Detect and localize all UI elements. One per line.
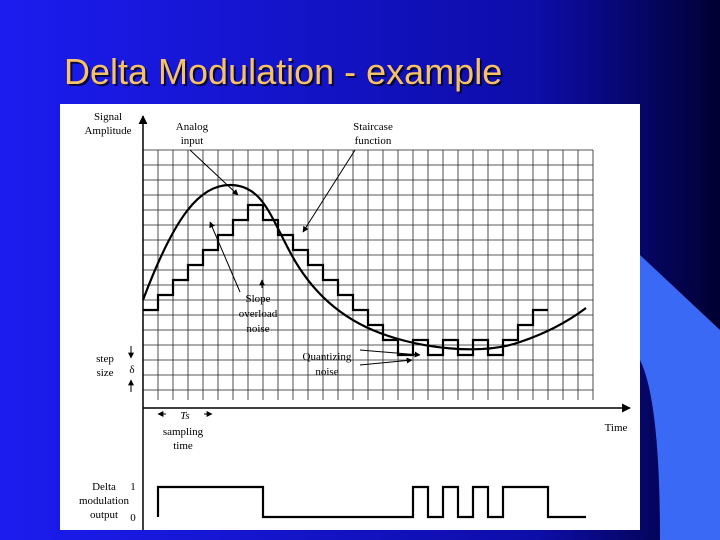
title-shadow: Delta Modulation - example (66, 53, 504, 94)
label: 1 (130, 481, 136, 493)
label: Quantizing (303, 351, 352, 363)
label: overload (239, 308, 278, 320)
label: input (181, 135, 204, 147)
title: Delta Modulation - example (64, 51, 502, 92)
analog-curve (141, 183, 587, 351)
output-pulses (156, 485, 586, 519)
arrow (359, 349, 421, 358)
label: Slope (245, 293, 270, 305)
label: time (173, 440, 193, 452)
label: Delta (92, 481, 116, 493)
label: noise (315, 366, 338, 378)
arrow (209, 221, 241, 293)
label: modulation (79, 495, 130, 507)
label: function (355, 135, 392, 147)
label: step (96, 353, 114, 365)
label: δ (129, 364, 134, 376)
staircase (143, 203, 548, 357)
label: 0 (130, 512, 136, 524)
axis-label: Amplitude (84, 125, 131, 137)
label: sampling (163, 426, 204, 438)
label: size (96, 367, 113, 379)
axis-label: Signal (94, 111, 122, 123)
arrow (189, 149, 239, 196)
label: noise (246, 323, 269, 335)
decor-shape (640, 255, 720, 540)
arrow (302, 149, 356, 233)
axis-label: Time (605, 422, 628, 434)
arrow (359, 357, 413, 366)
label: Ts (180, 410, 189, 422)
label: Staircase (353, 121, 393, 133)
label: Analog (176, 121, 209, 133)
label: output (90, 509, 118, 521)
